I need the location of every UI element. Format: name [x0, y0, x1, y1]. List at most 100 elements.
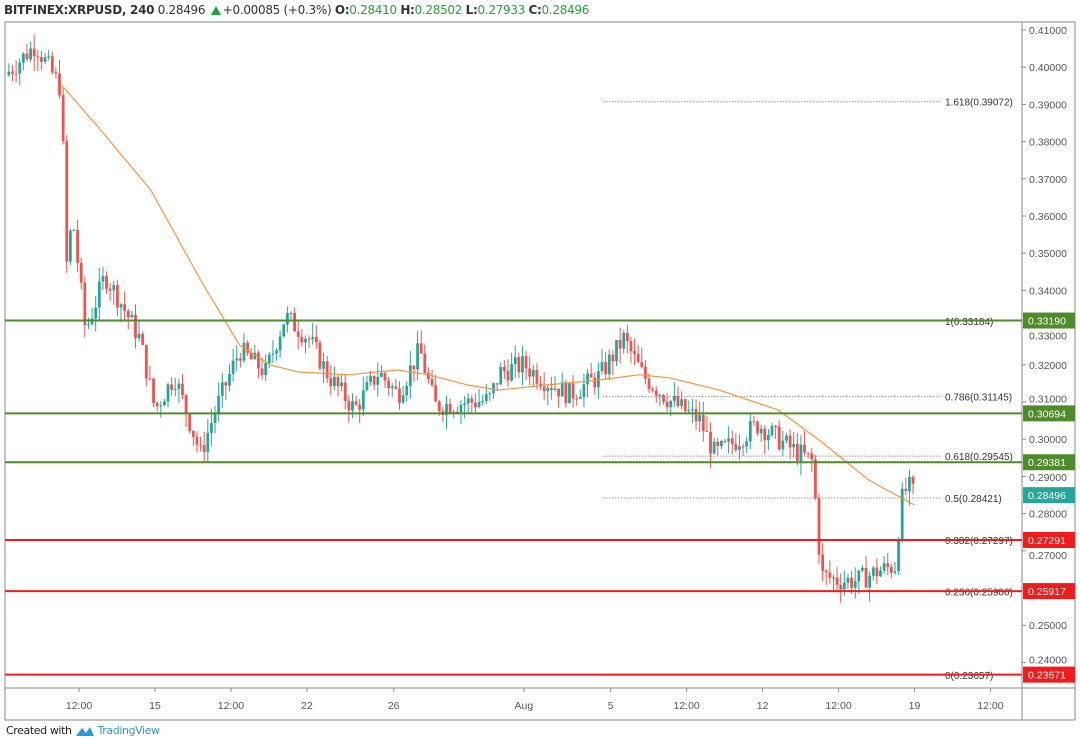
candle-down	[821, 554, 825, 571]
candle-down	[325, 361, 329, 379]
candle-up	[597, 371, 600, 388]
candle-down	[195, 436, 199, 445]
candle-down	[904, 488, 908, 492]
symbol-header: BITFINEX:XRPUSD, 240 0.28496 +0.00085 (+…	[4, 3, 589, 17]
candle-down	[202, 445, 206, 452]
candle-up	[235, 358, 239, 361]
candle-up	[322, 361, 325, 369]
candle-up	[687, 410, 691, 412]
candle-up	[879, 570, 882, 577]
candle-down	[644, 366, 647, 379]
candle-up	[445, 403, 448, 415]
candle-up	[228, 373, 231, 386]
candle-down	[430, 378, 434, 386]
candle-up	[568, 383, 571, 404]
candle-up	[282, 324, 286, 337]
price-level-badge	[1023, 454, 1075, 471]
candle-down	[152, 378, 155, 403]
close-value: 0.28496	[541, 3, 590, 17]
candle-up	[18, 62, 22, 74]
candle-down	[155, 402, 159, 406]
candle-up	[766, 434, 770, 441]
candle-up	[130, 314, 134, 318]
candle-down	[191, 430, 195, 437]
price-tick-label: 0.35000	[1029, 248, 1067, 260]
fib-level-label: 1.618(0.39072)	[945, 98, 1013, 109]
tradingview-logo-icon	[75, 726, 94, 736]
candle-down	[199, 444, 202, 446]
price-chart[interactable]: 0.41000 0.40000 0.39000 0.38000 0.37000 0.360…	[0, 0, 1080, 722]
price-change: +0.00085 (+0.3%)	[222, 3, 332, 17]
candle-down	[25, 53, 29, 60]
time-tick-label: 12:00	[977, 700, 1003, 712]
price-tick-label: 0.28000	[1029, 509, 1067, 521]
candle-up	[792, 443, 796, 448]
candle-down	[394, 386, 398, 389]
price-tick-label: 0.41000	[1029, 25, 1067, 37]
candle-up	[416, 343, 419, 370]
price-tick-label: 0.27000	[1029, 550, 1067, 562]
candle-down	[662, 394, 665, 402]
candle-up	[289, 312, 293, 314]
candle-up	[340, 382, 344, 387]
candle-down	[575, 398, 579, 400]
candle-up	[43, 57, 47, 62]
candle-down	[79, 262, 83, 283]
chart-frame	[4, 21, 1076, 721]
candle-up	[770, 426, 774, 435]
candle-down	[184, 394, 188, 414]
price-level-badge-label: 0.33190	[1028, 316, 1066, 328]
candle-down	[788, 435, 792, 448]
price-tick-label: 0.25000	[1029, 620, 1067, 632]
price-level-badge	[1023, 666, 1075, 683]
price-tick-label: 0.34000	[1029, 285, 1067, 297]
candle-up	[712, 441, 716, 454]
price-tick-label: 0.32000	[1029, 360, 1067, 372]
price-tick-label: 0.31000	[1029, 393, 1067, 405]
candle-up	[206, 432, 210, 452]
price-level-badge	[1023, 531, 1075, 548]
candle-up	[738, 446, 741, 450]
candle-down	[474, 402, 477, 408]
candle-down	[249, 352, 253, 360]
candle-up	[669, 400, 673, 408]
candle-up	[492, 383, 495, 394]
candle-down	[314, 337, 318, 343]
candle-up	[546, 387, 550, 392]
price-level-badge	[1023, 583, 1075, 600]
candle-down	[506, 370, 510, 381]
candle-up	[166, 384, 170, 402]
candle-down	[126, 310, 130, 318]
tradingview-link[interactable]: TradingView	[97, 724, 160, 737]
fib-level-label: 1(0.33184)	[945, 317, 993, 328]
candle-down	[329, 378, 333, 387]
candle-down	[181, 383, 184, 395]
candle-down	[144, 344, 148, 379]
candle-up	[311, 337, 315, 339]
candle-up	[861, 567, 864, 571]
candle-down	[336, 376, 340, 387]
candle-up	[213, 413, 217, 424]
candle-up	[481, 400, 485, 403]
candle-down	[40, 57, 43, 62]
price-tick-label: 0.37000	[1029, 174, 1067, 186]
candle-down	[864, 567, 868, 588]
candle-down	[318, 342, 322, 369]
candle-down	[115, 285, 119, 308]
candle-down	[835, 577, 839, 585]
candle-up	[72, 229, 76, 231]
candle-up	[267, 354, 271, 364]
price-level-badge-label: 0.29381	[1028, 457, 1066, 469]
price-tick-label: 0.29000	[1029, 472, 1067, 484]
candle-down	[437, 401, 441, 411]
candle-up	[680, 399, 683, 406]
candle-up	[882, 563, 886, 571]
candle-down	[723, 441, 727, 443]
candle-down	[665, 401, 669, 408]
time-tick-label: 12:00	[674, 700, 700, 712]
candle-down	[705, 430, 709, 432]
price-tick-label: 0.40000	[1029, 62, 1067, 74]
candle-up	[893, 571, 897, 573]
candle-down	[141, 333, 145, 345]
price-level-badge-label: 0.30694	[1028, 408, 1066, 420]
